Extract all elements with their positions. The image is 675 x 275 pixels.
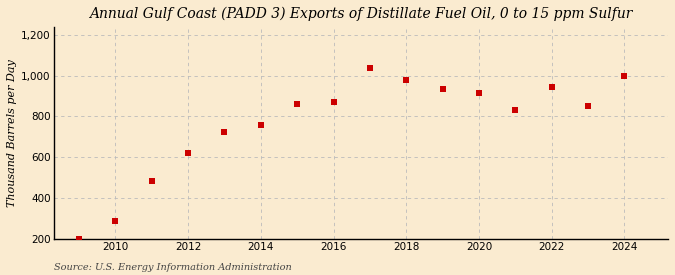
Point <box>546 85 557 89</box>
Point <box>401 78 412 82</box>
Point <box>183 151 194 155</box>
Point <box>583 104 593 108</box>
Point <box>510 108 520 112</box>
Point <box>619 73 630 78</box>
Y-axis label: Thousand Barrels per Day: Thousand Barrels per Day <box>7 59 17 207</box>
Point <box>328 100 339 104</box>
Point <box>219 130 230 134</box>
Point <box>255 122 266 127</box>
Text: Source: U.S. Energy Information Administration: Source: U.S. Energy Information Administ… <box>54 263 292 272</box>
Point <box>146 178 157 183</box>
Title: Annual Gulf Coast (PADD 3) Exports of Distillate Fuel Oil, 0 to 15 ppm Sulfur: Annual Gulf Coast (PADD 3) Exports of Di… <box>89 7 632 21</box>
Point <box>110 219 121 224</box>
Point <box>74 236 84 241</box>
Point <box>437 87 448 91</box>
Point <box>364 66 375 71</box>
Point <box>474 91 485 95</box>
Point <box>292 102 302 106</box>
